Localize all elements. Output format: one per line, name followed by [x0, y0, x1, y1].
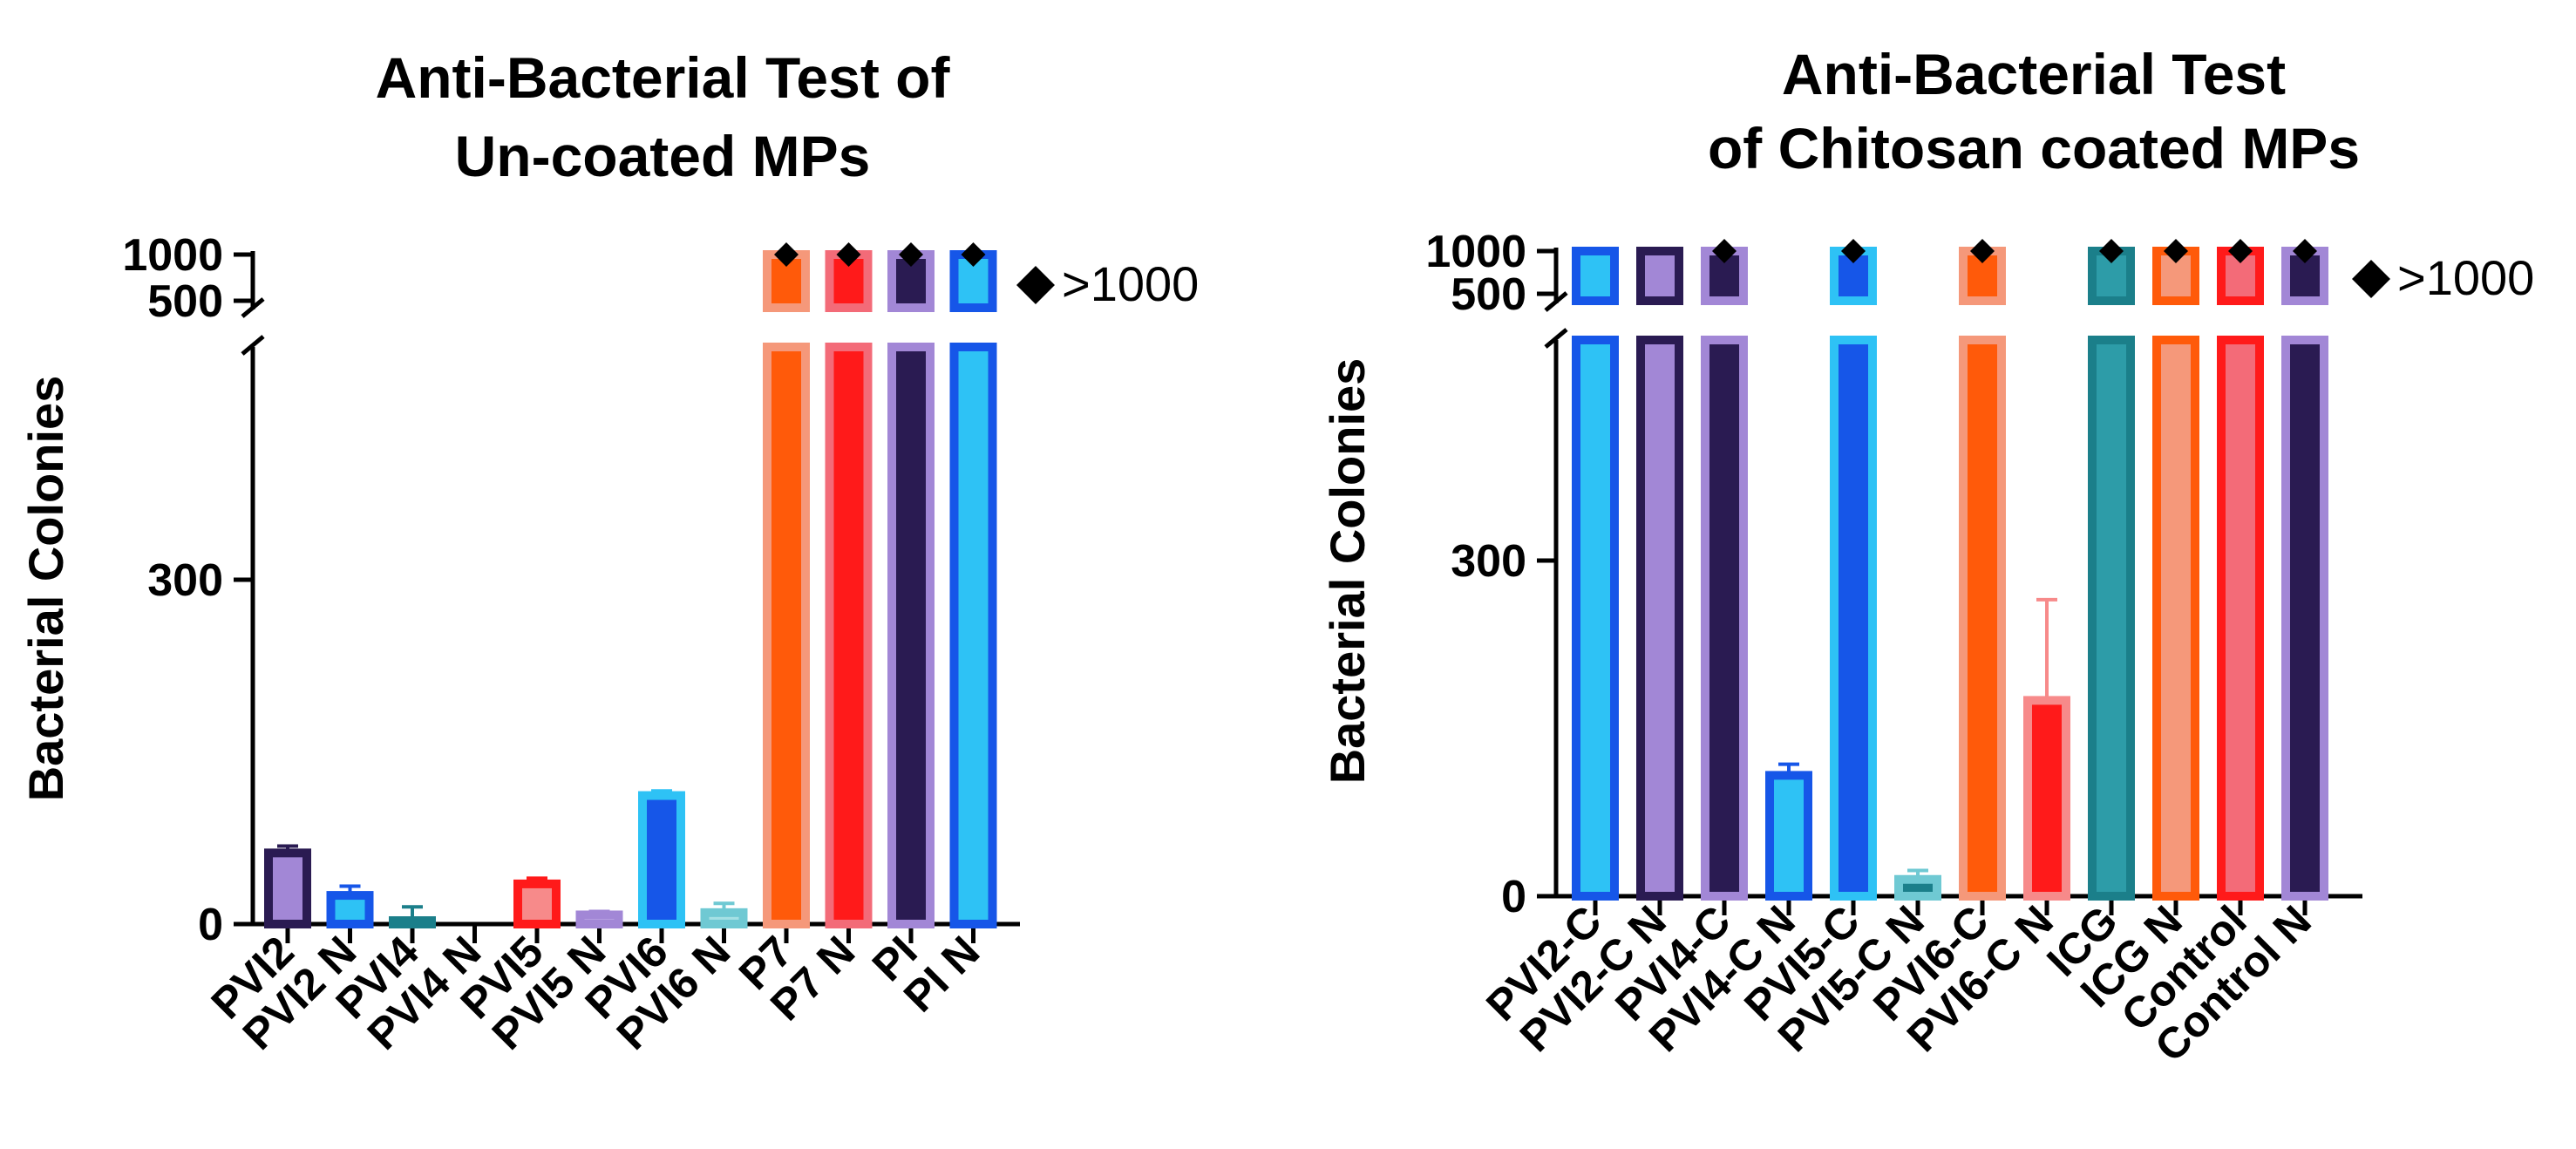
bar-lower-segment: [2217, 336, 2264, 901]
y-tick-label: 500: [1451, 269, 1526, 320]
bar: [1894, 874, 1941, 901]
bar-upper-segment: [1572, 247, 1619, 305]
over-1000-marker: [1712, 239, 1737, 263]
chart-uncoated-legend: >1000: [1062, 256, 1199, 311]
chart-uncoated-title-line2: Un-coated MPs: [455, 124, 871, 188]
bar-lower-segment: [1830, 336, 1877, 901]
bar-lower-segment: [949, 343, 997, 928]
bar: [1765, 771, 1812, 901]
bar: [575, 910, 623, 929]
axis-break-mark-lower: [241, 335, 265, 356]
chart-uncoated-legend-label: >1000: [1062, 256, 1199, 311]
chart-chitosan-title-line2: of Chitosan coated MPs: [1708, 116, 2360, 180]
y-tick-label: 500: [147, 276, 223, 327]
bar: [326, 891, 374, 929]
chart-uncoated-title-line1: Anti-Bacterial Test of: [376, 45, 951, 110]
bar-lower-segment: [1959, 336, 2006, 901]
over-1000-marker: [774, 242, 799, 267]
y-tick-label: 0: [198, 900, 223, 950]
bar-upper-segment: [825, 250, 873, 312]
axis-break-mark-upper: [1544, 291, 1568, 312]
bar-upper-segment: [949, 250, 997, 312]
axis-break-mark-lower: [1544, 328, 1568, 349]
y-tick-label: 1000: [1425, 227, 1526, 277]
bar-upper-segment: [1636, 247, 1683, 305]
bar-lower-segment: [763, 343, 810, 928]
chart-chitosan-title-line1: Anti-Bacterial Test: [1782, 42, 2286, 106]
over-1000-marker: [836, 242, 861, 267]
chart-chitosan-legend: >1000: [2397, 250, 2534, 305]
over-1000-marker: [2293, 239, 2317, 263]
over-1000-marker: [1970, 239, 1995, 263]
legend-diamond-icon: [2352, 260, 2390, 298]
bar: [2023, 696, 2070, 901]
over-1000-marker: [2228, 239, 2253, 263]
over-1000-marker: [1841, 239, 1866, 263]
bar: [638, 791, 685, 928]
y-tick-label: 1000: [122, 230, 223, 281]
bar-lower-segment: [1701, 336, 1748, 901]
bar-lower-segment: [2088, 336, 2135, 901]
bar-lower-segment: [1636, 336, 1683, 901]
bar: [700, 908, 748, 929]
axis-break-mark-upper: [241, 297, 265, 318]
y-tick-label: 0: [1501, 872, 1526, 922]
over-1000-marker: [2164, 239, 2188, 263]
bar-lower-segment: [2152, 336, 2199, 901]
chart-chitosan-ylabel: Bacterial Colonies: [1320, 358, 1375, 785]
chart-chitosan-bars: [1572, 239, 2328, 901]
chart-uncoated: Anti-Bacterial Test of Un-coated MPs Bac…: [18, 45, 1199, 1059]
chart-uncoated-ylabel: Bacterial Colonies: [18, 376, 73, 802]
chart-uncoated-bars: [264, 242, 997, 929]
over-1000-marker: [2099, 239, 2124, 263]
bar-lower-segment: [887, 343, 935, 928]
over-1000-marker: [899, 242, 923, 267]
chart-chitosan-legend-label: >1000: [2397, 250, 2534, 305]
y-tick-label: 300: [147, 555, 223, 606]
y-tick-label: 300: [1451, 536, 1526, 587]
bar-lower-segment: [1572, 336, 1619, 901]
bar: [513, 879, 561, 929]
chart-chitosan: Anti-Bacterial Test of Chitosan coated M…: [1320, 42, 2534, 1071]
bar-lower-segment: [2281, 336, 2328, 901]
bar-lower-segment: [825, 343, 873, 928]
legend-diamond-icon: [1016, 266, 1055, 304]
bar: [264, 848, 311, 928]
over-1000-marker: [961, 242, 986, 267]
bar: [389, 916, 436, 929]
